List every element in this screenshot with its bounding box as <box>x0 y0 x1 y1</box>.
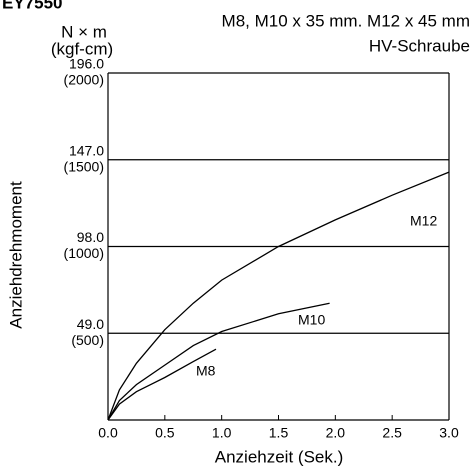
y-tick-label: 147.0 <box>69 142 104 158</box>
subtitle: M8, M10 x 35 mm. M12 x 45 mm <box>222 11 470 30</box>
series-label: M12 <box>410 213 437 229</box>
y-tick-sublabel: (2000) <box>64 72 104 88</box>
x-tick-label: 0.5 <box>155 425 175 441</box>
line <box>107 302 330 421</box>
x-tick-label: 1.0 <box>212 425 232 441</box>
x-tick-label: 2.0 <box>326 425 346 441</box>
y-tick-sublabel: (1000) <box>64 245 104 261</box>
y-tick-label: 196.0 <box>69 56 104 72</box>
y-tick-sublabel: (1500) <box>64 158 104 174</box>
y-axis-label: Anziehdrehmoment <box>6 181 25 329</box>
y-unit: N × m <box>61 22 107 41</box>
subtitle: HV-Schraube <box>369 36 470 55</box>
y-unit: (kgf-cm) <box>51 39 113 58</box>
y-tick-label: 49.0 <box>77 316 104 332</box>
series-label: M10 <box>298 312 325 328</box>
line <box>107 348 217 421</box>
series-label: M8 <box>196 363 216 379</box>
y-tick-sublabel: (500) <box>71 332 104 348</box>
x-tick-label: 0.0 <box>98 425 118 441</box>
x-tick-label: 2.5 <box>382 425 402 441</box>
chart-title: EY7550 <box>2 0 63 12</box>
x-axis-label: Anziehzeit (Sek.) <box>215 447 344 466</box>
y-tick-label: 98.0 <box>77 229 104 245</box>
x-tick-label: 3.0 <box>439 425 459 441</box>
x-tick-label: 1.5 <box>269 425 289 441</box>
line <box>107 171 450 421</box>
